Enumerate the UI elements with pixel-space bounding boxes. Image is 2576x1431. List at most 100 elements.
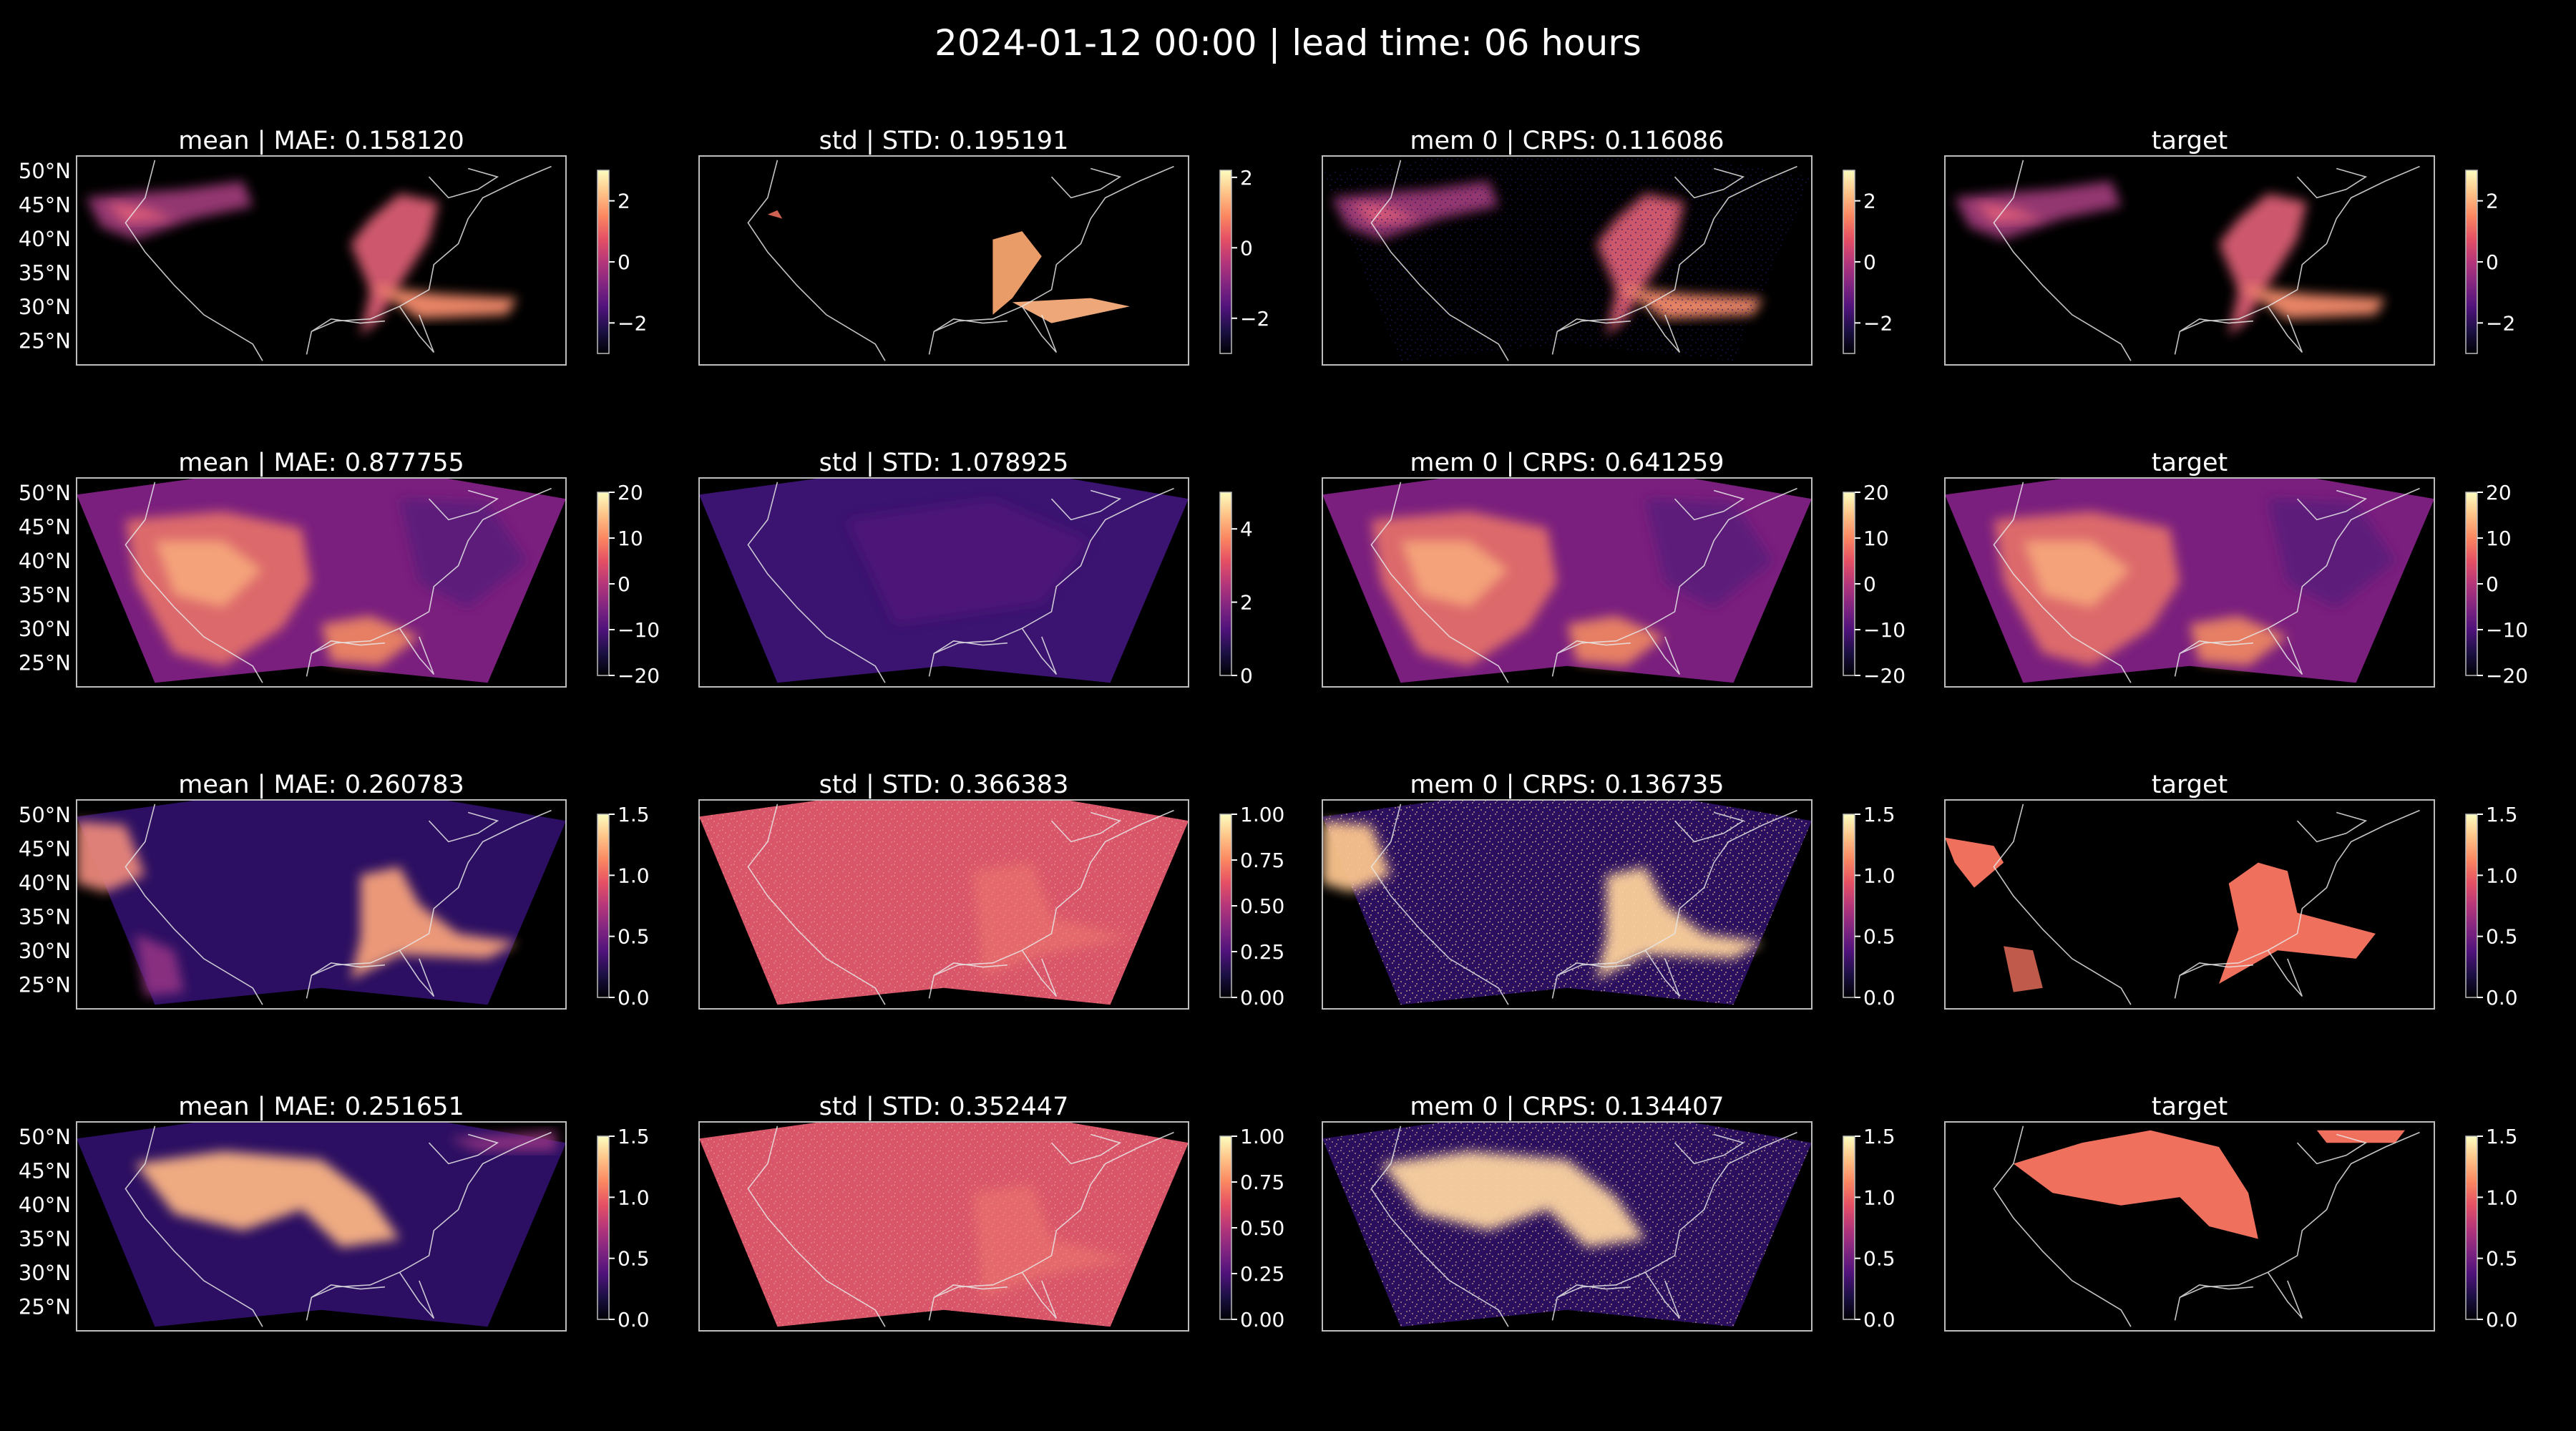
coastline	[1993, 482, 2420, 683]
colorbar-tick-label: 0.25	[1240, 940, 1284, 964]
colorbar-tick-label: 0	[1240, 236, 1253, 260]
panel-title: std | STD: 0.352447	[819, 1093, 1069, 1121]
lat-tick-label: 40°N	[19, 227, 71, 251]
colorbar-tick-label: 2	[1240, 166, 1253, 190]
panel-title: mem 0 | CRPS: 0.136735	[1410, 771, 1724, 799]
panel-title: std | STD: 0.195191	[819, 127, 1069, 155]
field-heatmap	[1945, 156, 2434, 365]
axes-frame	[1944, 799, 2435, 1010]
coastline	[747, 482, 1174, 683]
axes-frame	[698, 799, 1189, 1010]
colorbar-tick-label: −20	[2486, 664, 2528, 688]
colorbar-tick-label: 0.00	[1240, 1308, 1284, 1332]
colorbar-tick-label: 2	[1240, 591, 1253, 615]
colorbar: −2 0 2	[1843, 170, 1893, 354]
axes-frame	[76, 799, 567, 1010]
colorbar: 0.0 0.5 1.0 1.5	[2465, 803, 2518, 1010]
field-heatmap	[1322, 1122, 1812, 1331]
coastline	[1370, 482, 1797, 683]
lat-tick-label: 30°N	[19, 295, 71, 319]
panel-r3-c4: target 0.0 0.5 1.0 1.5	[1944, 771, 2518, 1010]
colorbar-tick-label: 2	[1863, 190, 1876, 213]
axes-frame	[1322, 799, 1813, 1010]
colorbar: 0.0 0.5 1.0 1.5	[1843, 803, 1896, 1010]
coastline	[1993, 804, 2420, 1005]
colorbar-tick-label: −20	[618, 664, 660, 688]
colorbar-tick-label: 1.0	[1863, 864, 1896, 887]
axes-frame	[698, 477, 1189, 688]
panel-title: target	[2152, 449, 2228, 477]
lat-tick-label: 25°N	[19, 329, 71, 353]
colorbar-tick-label: 10	[2486, 527, 2512, 550]
colorbar-tick-label: 1.0	[618, 864, 650, 887]
colorbar-tick-label: 1.0	[2486, 1186, 2518, 1209]
colorbar-tick-label: −2	[1863, 311, 1893, 335]
colorbar-tick-label: 4	[1240, 517, 1253, 541]
colorbar-tick-label: 0.00	[1240, 986, 1284, 1010]
colorbar-tick-label: 20	[1863, 481, 1889, 504]
lat-tick-label: 25°N	[19, 651, 71, 675]
colorbar: 0.0 0.5 1.0 1.5	[2465, 1125, 2518, 1332]
axes-frame	[76, 1121, 567, 1332]
colorbar-tick-label: 0	[618, 572, 630, 596]
colorbar-tick-label: 1.5	[2486, 803, 2518, 826]
lat-tick-label: 35°N	[19, 261, 71, 285]
colorbar-tick-label: −2	[618, 311, 647, 335]
lat-tick-label: 50°N	[19, 481, 71, 505]
panel-title: mem 0 | CRPS: 0.134407	[1410, 1093, 1724, 1121]
colorbar: −20 −10 0 10 20	[597, 481, 660, 688]
coastline	[1993, 1125, 2420, 1327]
colorbar-tick-label: 2	[2486, 190, 2499, 213]
lat-tick-label: 35°N	[19, 1227, 71, 1251]
panel-title: mean | MAE: 0.877755	[178, 449, 464, 477]
axes-frame	[1944, 477, 2435, 688]
axes-frame	[1944, 1121, 2435, 1332]
panel-title: target	[2152, 771, 2228, 799]
lat-tick-label: 25°N	[19, 973, 71, 997]
lat-tick-label: 45°N	[19, 515, 71, 539]
coastline	[1370, 804, 1797, 1005]
colorbar-tick-label: 1.5	[618, 1125, 650, 1148]
panel-r3-c1: mean | MAE: 0.260783 50°N 45°N 40°N 35°N 30°N…	[19, 771, 650, 1010]
coastline	[1370, 160, 1797, 361]
coastline	[125, 804, 552, 1005]
lat-tick-label: 45°N	[19, 837, 71, 861]
panel-r2-c2: std | STD: 1.078925 0 2 4	[698, 449, 1253, 688]
colorbar-tick-label: 0.50	[1240, 894, 1284, 918]
colorbar: 0.00 0.25 0.50 0.75 1.00	[1219, 803, 1284, 1010]
colorbar: −20 −10 0 10 20	[1843, 481, 1906, 688]
coastline	[125, 1125, 552, 1327]
colorbar-tick-label: 0.50	[1240, 1216, 1284, 1240]
axes-frame	[698, 1121, 1189, 1332]
colorbar: 0.0 0.5 1.0 1.5	[1843, 1125, 1896, 1332]
colorbar-tick-label: 1.0	[2486, 864, 2518, 887]
colorbar-tick-label: 0.0	[1863, 1308, 1896, 1332]
colorbar-tick-label: −2	[2486, 311, 2515, 335]
colorbar-tick-label: −10	[2486, 618, 2528, 642]
colorbar-tick-label: 0.0	[618, 1308, 650, 1332]
panel-r1-c4: target −2 0 2	[1944, 127, 2515, 366]
panel-r3-c3: mem 0 | CRPS: 0.136735 0.0 0.5 1.0 1.5	[1322, 771, 1896, 1010]
colorbar-tick-label: 1.0	[618, 1186, 650, 1209]
colorbar-tick-label: 0	[2486, 572, 2499, 596]
coastline	[747, 160, 1174, 361]
colorbar-tick-label: 20	[618, 481, 643, 504]
panel-title: mem 0 | CRPS: 0.641259	[1410, 449, 1724, 477]
colorbar-tick-label: 0.5	[618, 925, 650, 949]
lat-tick-label: 40°N	[19, 549, 71, 573]
axes-frame	[698, 155, 1189, 366]
panel-r3-c2: std | STD: 0.366383 0.00 0.25 0.50 0.75 1.00	[698, 771, 1284, 1010]
axes-frame	[76, 155, 567, 366]
field-heatmap	[1945, 1122, 2434, 1331]
panel-r4-c3: mem 0 | CRPS: 0.134407 0.0 0.5 1.0 1.5	[1322, 1093, 1896, 1332]
colorbar-tick-label: 0.0	[2486, 1308, 2518, 1332]
colorbar-tick-label: 0.5	[2486, 925, 2518, 949]
axes-frame	[76, 477, 567, 688]
colorbar-tick-label: −2	[1240, 307, 1269, 331]
colorbar-tick-label: 0	[1240, 664, 1253, 688]
lat-tick-label: 35°N	[19, 905, 71, 929]
colorbar-tick-label: 1.5	[1863, 803, 1896, 826]
colorbar-tick-label: −20	[1863, 664, 1906, 688]
figure-title: 2024-01-12 00:00 | lead time: 06 hours	[935, 22, 1641, 64]
